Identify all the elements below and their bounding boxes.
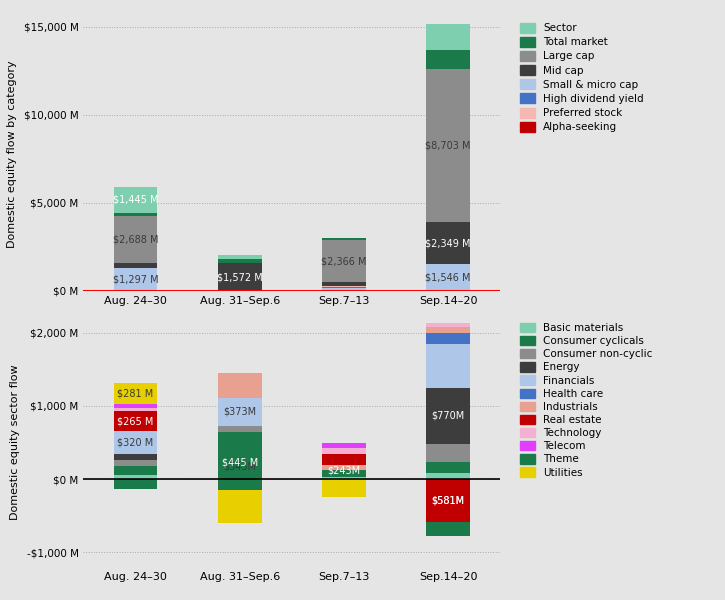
Bar	[218, 259, 262, 263]
Text: $320 M: $320 M	[117, 437, 154, 448]
Bar	[218, 490, 262, 523]
Y-axis label: Domestic equity sector flow: Domestic equity sector flow	[9, 365, 20, 520]
Bar	[114, 263, 157, 268]
Bar	[114, 187, 157, 213]
Legend: Basic materials, Consumer cyclicals, Consumer non-cyclic, Energy, Financials, He: Basic materials, Consumer cyclicals, Con…	[518, 321, 655, 480]
Bar	[426, 473, 470, 479]
Bar	[426, 264, 470, 291]
Bar	[218, 398, 262, 425]
Bar	[114, 383, 157, 404]
Bar	[426, 50, 470, 69]
Bar	[218, 425, 262, 431]
Bar	[114, 412, 157, 431]
Text: $243M: $243M	[328, 465, 360, 475]
Text: $1,297 M: $1,297 M	[112, 275, 158, 284]
Text: $265 M: $265 M	[117, 416, 154, 426]
Bar	[322, 479, 366, 497]
Bar	[322, 289, 366, 291]
Bar	[426, 462, 470, 473]
Bar	[426, 24, 470, 50]
Bar	[114, 460, 157, 466]
Bar	[426, 327, 470, 332]
Bar	[426, 479, 470, 521]
Bar	[322, 241, 366, 282]
Text: $281 M: $281 M	[117, 389, 154, 399]
Bar	[426, 444, 470, 462]
Bar	[114, 431, 157, 454]
Text: $2,688 M: $2,688 M	[112, 235, 158, 245]
Bar	[322, 282, 366, 286]
Bar	[426, 332, 470, 344]
Bar	[426, 69, 470, 223]
Bar	[322, 465, 366, 470]
Text: $581M: $581M	[431, 496, 465, 505]
Bar	[322, 454, 366, 465]
Bar	[218, 373, 262, 398]
Bar	[114, 479, 157, 488]
Text: $343M: $343M	[223, 461, 256, 472]
Bar	[322, 470, 366, 477]
Bar	[322, 287, 366, 289]
Bar	[218, 263, 262, 291]
Text: $1,572 M: $1,572 M	[217, 272, 262, 282]
Text: $2,366 M: $2,366 M	[321, 256, 367, 266]
Bar	[426, 223, 470, 264]
Bar	[114, 466, 157, 475]
Bar	[426, 521, 470, 536]
Bar	[426, 344, 470, 388]
Bar	[426, 388, 470, 444]
Text: $445 M: $445 M	[222, 458, 258, 468]
Text: $1,546 M: $1,546 M	[426, 272, 471, 283]
Legend: Sector, Total market, Large cap, Mid cap, Small & micro cap, High dividend yield: Sector, Total market, Large cap, Mid cap…	[518, 20, 646, 134]
Bar	[218, 431, 262, 479]
Text: $1,445 M: $1,445 M	[112, 195, 158, 205]
Bar	[322, 477, 366, 479]
Text: $581M: $581M	[431, 496, 465, 505]
Text: $2,349 M: $2,349 M	[426, 238, 471, 248]
Bar	[114, 475, 157, 479]
Text: $8,703 M: $8,703 M	[426, 141, 471, 151]
Text: $770M: $770M	[431, 411, 465, 421]
Bar	[218, 479, 262, 490]
Bar	[114, 404, 157, 408]
Y-axis label: Domestic equity flow by category: Domestic equity flow by category	[7, 61, 17, 248]
Bar	[322, 443, 366, 448]
Bar	[114, 213, 157, 216]
Bar	[218, 256, 262, 259]
Bar	[426, 323, 470, 327]
Bar	[114, 408, 157, 412]
Text: $373M: $373M	[223, 407, 256, 417]
Bar	[114, 454, 157, 460]
Bar	[114, 268, 157, 291]
Bar	[114, 216, 157, 263]
Bar	[322, 238, 366, 241]
Bar	[322, 448, 366, 454]
